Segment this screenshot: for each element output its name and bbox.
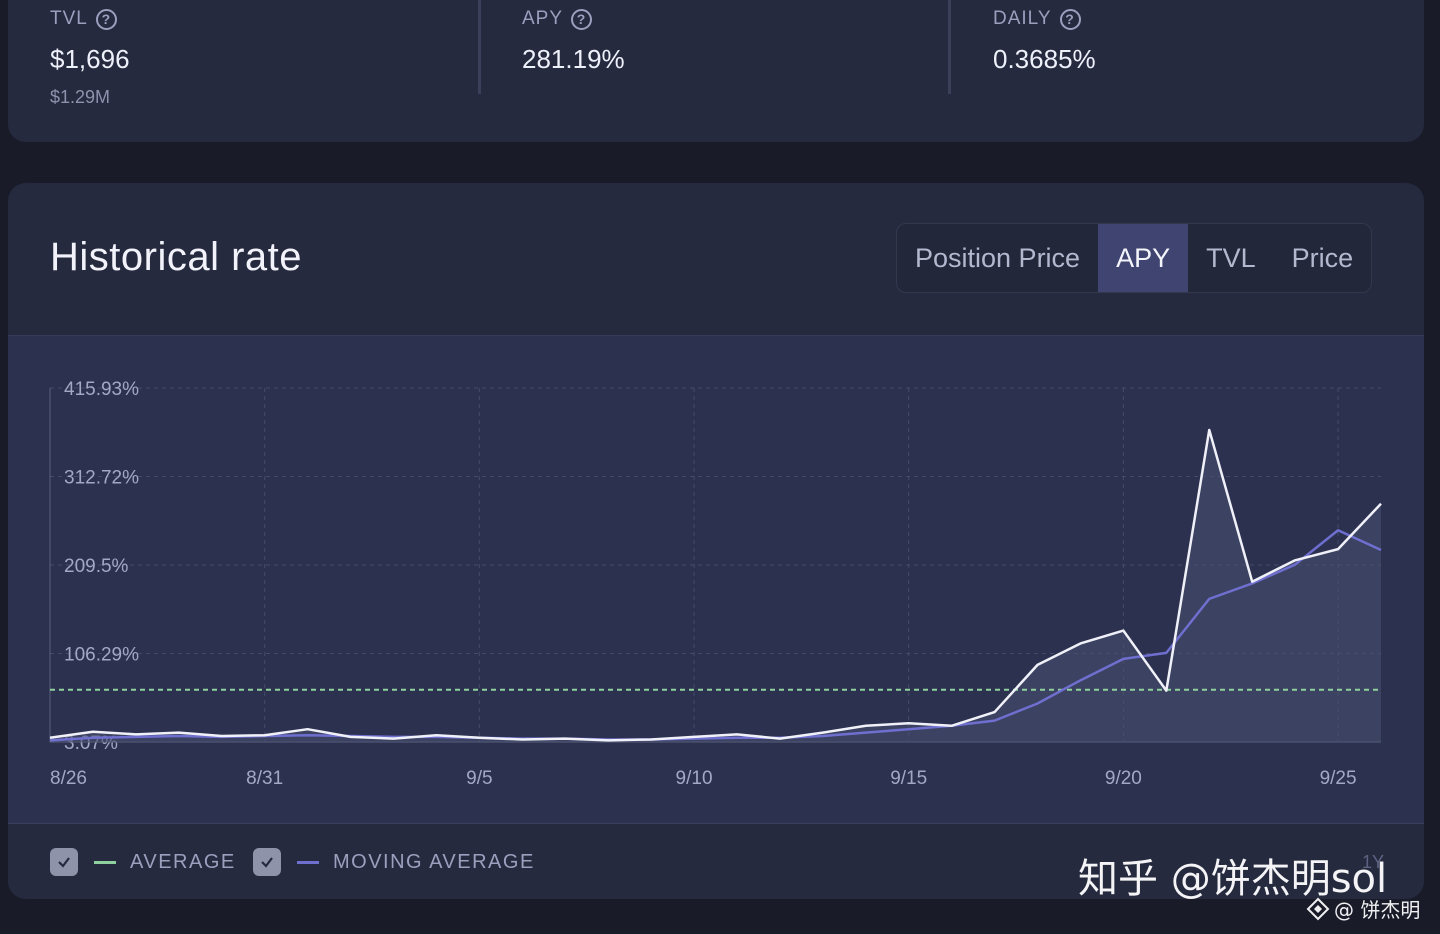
- stats-card: TVL ? $1,696 $1.29M APY ? 281.19% DAILY …: [8, 0, 1424, 142]
- y-tick-label: 312.72%: [64, 467, 139, 488]
- x-tick-label: 9/25: [1320, 768, 1357, 789]
- stat-tvl: TVL ? $1,696 $1.29M: [50, 8, 130, 108]
- y-tick-label: 209.5%: [64, 556, 129, 577]
- apy-line-chart: 415.93%312.72%209.5%106.29%3.07%8/26 8/31…: [49, 379, 1382, 789]
- x-tick-label: 9/5: [466, 768, 492, 789]
- help-icon[interactable]: ?: [95, 8, 117, 30]
- checkbox-moving-average[interactable]: [253, 848, 281, 876]
- checkbox-average[interactable]: [50, 848, 78, 876]
- tab-position-price[interactable]: Position Price: [915, 242, 1081, 273]
- watermark-text: 知乎 @饼杰明sol: [1078, 856, 1388, 902]
- tab-apy[interactable]: APY: [1098, 224, 1189, 292]
- divider: [478, 0, 481, 94]
- divider: [948, 0, 951, 94]
- watermark-small-text: @ 饼杰明: [1334, 898, 1421, 922]
- watermark-small: @ 饼杰明: [1306, 894, 1420, 923]
- check-icon: [58, 857, 70, 868]
- stat-daily-label: DAILY: [993, 8, 1052, 29]
- chart-legend: AVERAGE MOVING AVERAGE 1Y: [8, 823, 1424, 899]
- check-icon: [261, 857, 273, 868]
- stat-apy-value: 281.19%: [522, 44, 625, 74]
- stat-tvl-sub: $1.29M: [50, 87, 111, 107]
- tab-tvl[interactable]: TVL: [1206, 242, 1256, 273]
- moving-average-line: [49, 529, 1382, 742]
- legend-label-average: AVERAGE: [130, 850, 236, 873]
- help-icon[interactable]: ?: [571, 8, 593, 30]
- range-1y[interactable]: 1Y: [1362, 852, 1385, 872]
- y-tick-label: 106.29%: [64, 644, 139, 665]
- x-tick-label: 8/31: [246, 768, 283, 789]
- x-tick-label: 9/20: [1105, 768, 1142, 789]
- stat-tvl-label: TVL: [50, 8, 88, 29]
- chart-plot-area: 415.93% 312.72% 209.5% 106.29% 3.07% 8/26 8/31…: [8, 335, 1424, 824]
- stat-daily-value: 0.3685%: [993, 44, 1096, 74]
- legend-swatch-average: [94, 860, 116, 864]
- legend-average[interactable]: AVERAGE: [50, 848, 236, 876]
- metric-tabs: Position Price APY TVL Price: [896, 223, 1373, 293]
- x-tick-label: 9/15: [890, 768, 927, 789]
- x-tick-label: 8/26: [50, 768, 87, 789]
- stat-apy: APY ? 281.19%: [522, 8, 625, 75]
- stat-apy-label: APY: [522, 8, 564, 29]
- legend-swatch-moving-average: [297, 860, 319, 864]
- y-tick-label: 415.93%: [64, 379, 139, 400]
- section-title: Historical rate: [50, 235, 303, 279]
- tab-price[interactable]: Price: [1291, 242, 1354, 273]
- apy-area-fill: [50, 429, 1381, 742]
- stat-tvl-value: $1,696: [50, 44, 130, 74]
- legend-moving-average[interactable]: MOVING AVERAGE: [253, 848, 535, 876]
- stat-daily: DAILY ? 0.3685%: [993, 8, 1096, 75]
- diamond-logo-icon: [1306, 897, 1330, 920]
- x-tick-label: 9/10: [676, 768, 713, 789]
- help-icon[interactable]: ?: [1059, 8, 1081, 30]
- legend-label-moving-average: MOVING AVERAGE: [333, 850, 535, 873]
- historical-rate-card: Historical rate Position Price APY TVL P…: [8, 183, 1424, 899]
- apy-line: [49, 428, 1382, 742]
